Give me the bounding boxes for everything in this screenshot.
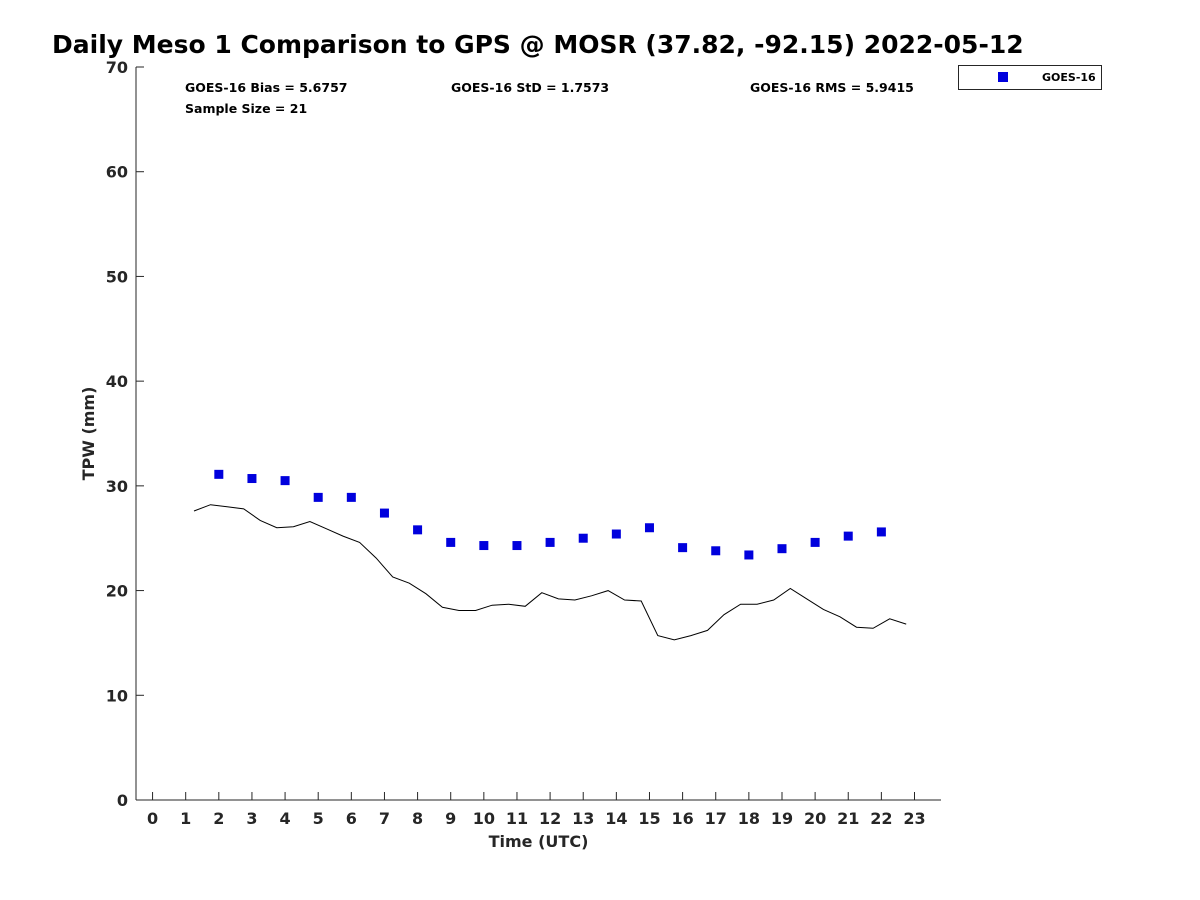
gps-line xyxy=(193,504,907,641)
goes-16-point xyxy=(446,537,456,547)
x-tick-label: 22 xyxy=(870,809,892,828)
x-tick-label: 19 xyxy=(771,809,793,828)
chart-title: Daily Meso 1 Comparison to GPS @ MOSR (3… xyxy=(52,30,1024,59)
y-tick-label: 60 xyxy=(106,163,128,182)
y-tick-label: 40 xyxy=(106,372,128,391)
goes-16-point xyxy=(479,541,489,551)
x-tick-label: 0 xyxy=(147,809,158,828)
goes-16-point xyxy=(247,474,257,484)
x-tick-label: 23 xyxy=(903,809,925,828)
goes-16-point xyxy=(545,537,555,547)
std-stat: GOES-16 StD = 1.7573 xyxy=(451,80,609,95)
y-tick-label: 10 xyxy=(106,686,128,705)
x-tick-label: 4 xyxy=(280,809,291,828)
goes-16-point xyxy=(644,523,654,533)
x-tick-label: 15 xyxy=(638,809,660,828)
goes-16-point xyxy=(843,531,853,541)
x-tick-label: 6 xyxy=(346,809,357,828)
y-tick-label: 30 xyxy=(106,477,128,496)
y-tick-label: 50 xyxy=(106,267,128,286)
x-tick-label: 20 xyxy=(804,809,826,828)
x-tick-label: 7 xyxy=(379,809,390,828)
x-tick-label: 3 xyxy=(246,809,257,828)
goes-16-point xyxy=(346,492,356,502)
x-tick-label: 12 xyxy=(539,809,561,828)
y-tick-label: 0 xyxy=(117,791,128,810)
x-tick-label: 8 xyxy=(412,809,423,828)
goes-16-point xyxy=(313,492,323,502)
x-tick-label: 5 xyxy=(313,809,324,828)
goes-16-point xyxy=(379,508,389,518)
y-axis-label: TPW (mm) xyxy=(79,387,98,481)
x-tick-label: 9 xyxy=(445,809,456,828)
goes-16-point xyxy=(678,543,688,553)
legend: GOES-16 xyxy=(958,65,1102,90)
goes-16-point xyxy=(280,476,290,486)
goes-16-point xyxy=(512,541,522,551)
x-axis-label: Time (UTC) xyxy=(489,832,589,851)
goes-16-point xyxy=(413,525,423,535)
x-tick-label: 17 xyxy=(705,809,727,828)
x-tick-label: 11 xyxy=(506,809,528,828)
x-tick-label: 14 xyxy=(605,809,627,828)
x-tick-label: 21 xyxy=(837,809,859,828)
x-tick-label: 13 xyxy=(572,809,594,828)
legend-marker-goes-16 xyxy=(998,72,1008,82)
x-tick-label: 18 xyxy=(738,809,760,828)
goes-16-point xyxy=(810,537,820,547)
goes-16-points xyxy=(214,469,886,560)
rms-stat: GOES-16 RMS = 5.9415 xyxy=(750,80,914,95)
y-tick-label: 70 xyxy=(106,58,128,77)
goes-16-point xyxy=(611,529,621,539)
sample-size-stat: Sample Size = 21 xyxy=(185,101,307,116)
goes-16-point xyxy=(876,527,886,537)
goes-16-point xyxy=(777,544,787,554)
legend-label-goes-16: GOES-16 xyxy=(1042,71,1096,84)
goes-16-point xyxy=(711,546,721,556)
x-tick-label: 1 xyxy=(180,809,191,828)
x-tick-label: 16 xyxy=(671,809,693,828)
goes-16-point xyxy=(744,550,754,560)
x-tick-label: 10 xyxy=(473,809,495,828)
y-tick-label: 20 xyxy=(106,582,128,601)
goes-16-point xyxy=(214,469,224,479)
bias-stat: GOES-16 Bias = 5.6757 xyxy=(185,80,347,95)
goes-16-point xyxy=(578,533,588,543)
gps-series-line xyxy=(193,504,907,641)
legend-box xyxy=(958,65,1102,90)
x-tick-label: 2 xyxy=(213,809,224,828)
